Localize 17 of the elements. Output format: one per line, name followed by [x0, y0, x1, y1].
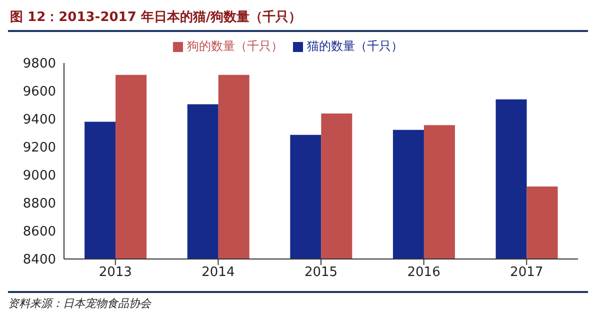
y-tick-label: 9800: [22, 56, 56, 72]
y-tick-label: 8400: [22, 252, 56, 268]
x-tick-label: 2015: [304, 265, 338, 280]
x-tick-label: 2017: [510, 265, 544, 280]
legend-label: 猫的数量（千只）: [307, 39, 403, 53]
x-tick-label: 2016: [407, 265, 440, 280]
y-tick-label: 9600: [22, 84, 56, 100]
x-tick-label: 2013: [98, 265, 132, 280]
y-tick-label: 8600: [22, 224, 56, 240]
x-tick-label: 2014: [202, 265, 235, 280]
legend-label: 狗的数量（千只）: [187, 39, 283, 53]
y-tick-label: 9000: [22, 168, 56, 184]
text: 资料来源：日本宠物食品协会: [8, 296, 152, 311]
y-tick-label: 9400: [22, 112, 56, 128]
y-tick-label: 8800: [22, 196, 56, 212]
chart-title: 图 12：2013-2017 年日本的猫/狗数量（千只）: [8, 8, 588, 32]
y-tick-label: 9200: [22, 140, 56, 156]
